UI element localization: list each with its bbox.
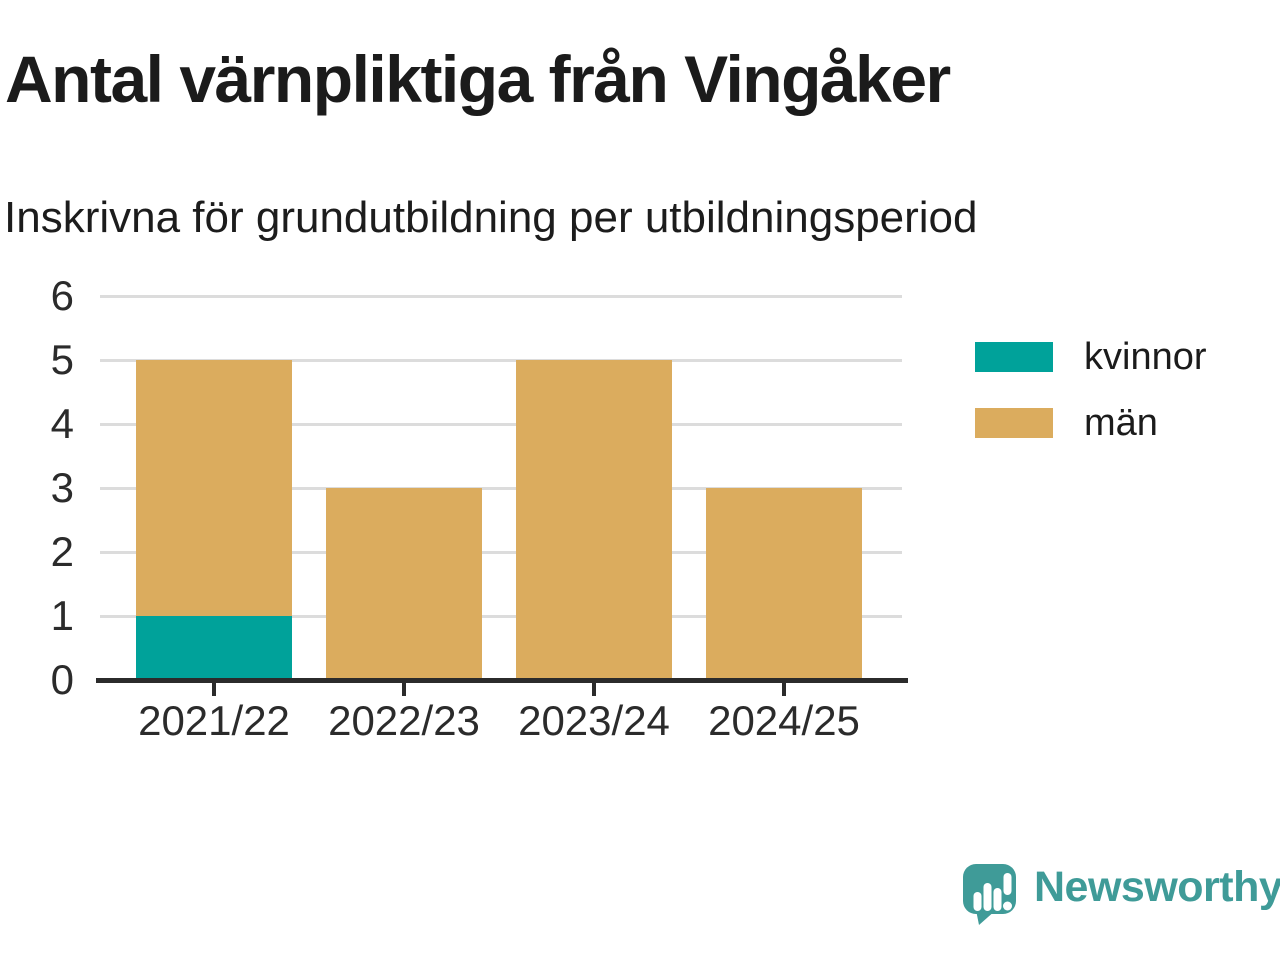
bar-segment-män-2021/22	[136, 360, 292, 616]
gridline-5	[100, 359, 902, 362]
y-tick-label-1: 1	[50, 592, 74, 639]
gridline-3	[100, 487, 902, 490]
bar-2021/22	[136, 296, 292, 680]
legend-item-män: män	[975, 404, 1207, 442]
gridline-1	[100, 615, 902, 618]
x-tick-label-2024/25: 2024/25	[708, 697, 860, 744]
legend-label-kvinnor: kvinnor	[1084, 336, 1207, 378]
bar-2022/23	[326, 296, 482, 680]
gridline-4	[100, 423, 902, 426]
x-tick-label-2023/24: 2023/24	[518, 697, 670, 744]
y-tick-label-0: 0	[50, 656, 74, 703]
legend-swatch-män	[975, 408, 1053, 438]
y-tick-label-6: 6	[50, 272, 74, 319]
legend-swatch-kvinnor	[975, 342, 1053, 372]
chart-title: Antal värnpliktiga från Vingåker	[5, 42, 951, 116]
x-tick-mark-2023/24	[592, 683, 596, 696]
bar-2024/25	[706, 296, 862, 680]
x-tick-mark-2021/22	[212, 683, 216, 696]
y-tick-label-4: 4	[50, 400, 74, 447]
legend: kvinnor män	[975, 338, 1207, 470]
bar-segment-män-2022/23	[326, 488, 482, 680]
gridline-6	[100, 295, 902, 298]
newsworthy-logo-icon	[963, 864, 1016, 927]
plot-area	[100, 295, 902, 680]
bar-segment-kvinnor-2021/22	[136, 616, 292, 680]
x-tick-label-2021/22: 2021/22	[138, 697, 290, 744]
y-tick-label-5: 5	[50, 336, 74, 383]
y-tick-label-3: 3	[50, 464, 74, 511]
chart-subtitle: Inskrivna för grundutbildning per utbild…	[4, 193, 978, 242]
bar-segment-män-2023/24	[516, 360, 672, 680]
x-tick-mark-2022/23	[402, 683, 406, 696]
legend-label-män: män	[1084, 402, 1158, 444]
y-tick-label-2: 2	[50, 528, 74, 575]
gridline-2	[100, 551, 902, 554]
legend-item-kvinnor: kvinnor	[975, 338, 1207, 376]
x-tick-label-2022/23: 2022/23	[328, 697, 480, 744]
bar-2023/24	[516, 296, 672, 680]
x-tick-mark-2024/25	[782, 683, 786, 696]
newsworthy-brand-name: Newsworthy	[1034, 863, 1280, 911]
x-axis-line	[96, 678, 908, 683]
bar-segment-män-2024/25	[706, 488, 862, 680]
